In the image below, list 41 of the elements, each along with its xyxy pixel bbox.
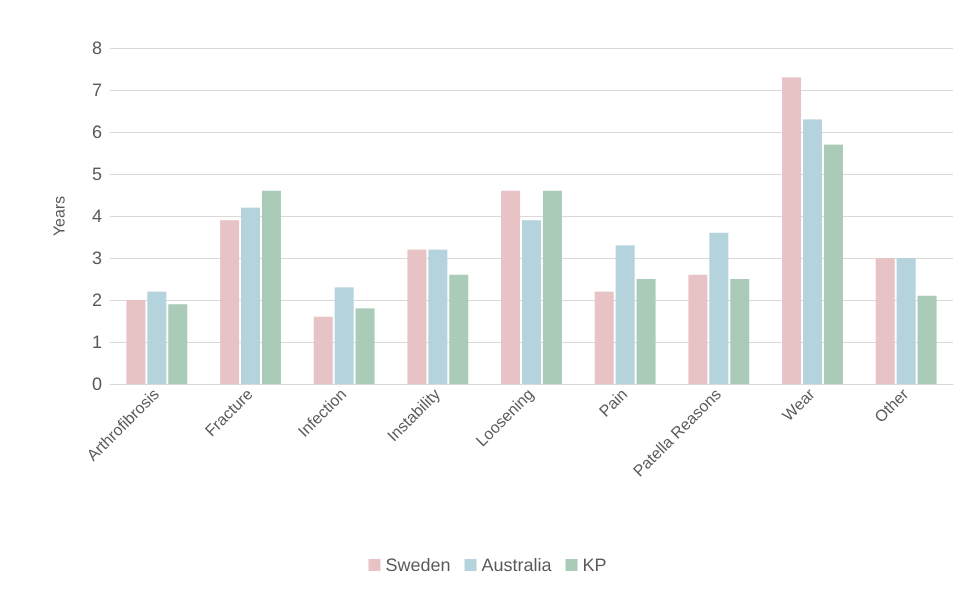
bar (220, 220, 240, 384)
bar (262, 190, 281, 384)
bar (126, 300, 146, 384)
legend-label: Australia (482, 555, 553, 575)
y-tick-label: 5 (92, 164, 102, 184)
y-tick-label: 1 (92, 332, 102, 352)
legend-label: KP (582, 555, 607, 575)
y-tick-label: 6 (92, 122, 102, 142)
bar (407, 250, 426, 384)
bar (782, 77, 802, 384)
y-tick-label: 3 (92, 248, 102, 268)
y-tick-label: 4 (92, 206, 102, 226)
y-tick-label: 2 (92, 290, 102, 310)
bar (688, 274, 708, 384)
bar (824, 144, 843, 384)
y-tick-label: 0 (92, 374, 102, 394)
bar (428, 250, 448, 384)
bar (730, 279, 750, 384)
bar (334, 287, 354, 384)
bar (147, 292, 166, 384)
bar (522, 220, 542, 384)
legend-label: Sweden (385, 555, 451, 575)
bar (594, 292, 614, 384)
y-tick-label: 7 (92, 80, 102, 100)
bar (896, 258, 916, 384)
bar (449, 274, 468, 384)
bar (918, 296, 937, 384)
bar (636, 279, 656, 384)
bar (240, 208, 260, 384)
bar (709, 232, 728, 384)
bar (616, 245, 635, 384)
y-tick-label: 8 (92, 38, 102, 58)
bar (802, 119, 822, 384)
bar (314, 316, 333, 384)
y-axis-title: Years (52, 196, 68, 236)
x-tick-label: Pain (596, 386, 632, 421)
bar (168, 304, 188, 384)
bar (356, 308, 375, 384)
bar (542, 190, 562, 384)
bar (876, 258, 895, 384)
bar (501, 190, 520, 384)
